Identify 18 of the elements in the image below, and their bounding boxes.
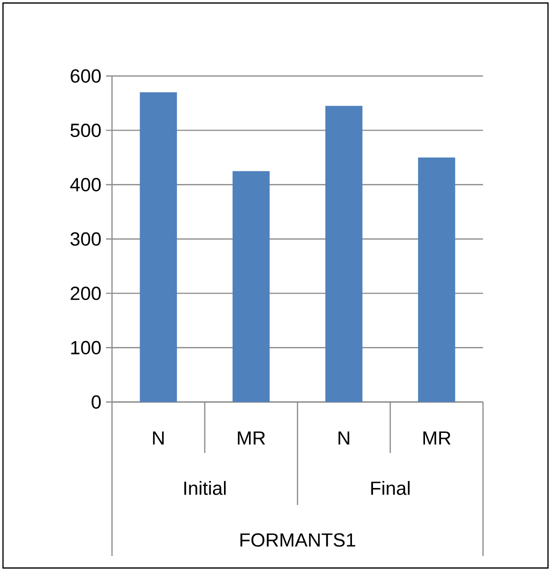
bar xyxy=(325,106,362,402)
y-tick-label: 0 xyxy=(92,395,101,409)
text: FORMANTS1 xyxy=(240,533,356,547)
x-tick-label: N xyxy=(338,431,350,445)
x-tick-label: MR xyxy=(423,431,451,445)
y-tick-label: 100 xyxy=(71,340,101,354)
y-tick-label: 400 xyxy=(70,178,101,192)
bar xyxy=(232,171,270,402)
y-tick-label: 500 xyxy=(70,124,101,138)
bar xyxy=(140,92,177,402)
text: Initial xyxy=(184,481,226,495)
text: Final xyxy=(371,481,410,495)
bar xyxy=(418,157,456,402)
y-tick-label: 300 xyxy=(70,232,101,246)
y-tick-label: 600 xyxy=(70,69,101,83)
x-tick-label: MR xyxy=(238,431,266,445)
y-tick-label: 200 xyxy=(70,286,101,300)
x-tick-label: N xyxy=(153,431,164,445)
